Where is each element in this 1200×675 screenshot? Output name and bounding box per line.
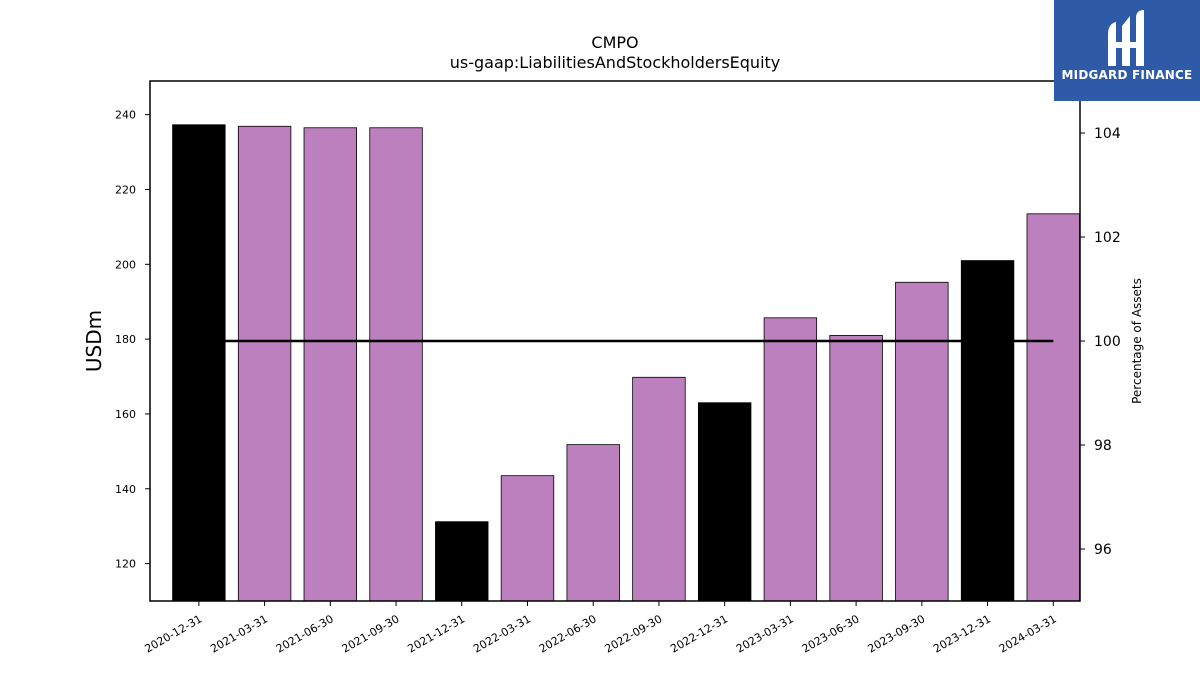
x-tick-label: 2022-09-30 xyxy=(603,612,665,655)
bar-2021-09-30 xyxy=(369,127,423,602)
x-tick-label: 2021-06-30 xyxy=(274,612,336,655)
bar-2022-03-31 xyxy=(500,475,555,602)
x-tick-label: 2024-03-31 xyxy=(997,612,1059,655)
y2-axis-label: Percentage of Assets xyxy=(1130,278,1144,404)
bar-2022-12-31 xyxy=(697,402,752,602)
midgard-finance-logo: MIDGARD FINANCE xyxy=(1054,0,1200,101)
y-tick-label: 120 xyxy=(115,558,136,571)
x-tick-label: 2022-12-31 xyxy=(668,612,730,655)
bar-2022-09-30 xyxy=(632,376,686,602)
x-tick-label: 2023-12-31 xyxy=(931,612,993,655)
x-tick-label: 2023-09-30 xyxy=(865,612,927,655)
y-tick-label: 200 xyxy=(115,258,136,271)
y2-tick-label: 100 xyxy=(1094,334,1121,350)
x-tick-label: 2022-03-31 xyxy=(471,612,533,655)
y2-tick-label: 102 xyxy=(1094,230,1121,246)
logo-mark-icon xyxy=(1108,10,1144,66)
x-tick-label: 2023-06-30 xyxy=(800,612,862,655)
x-tick-label: 2021-12-31 xyxy=(405,612,467,655)
x-tick-label: 2022-06-30 xyxy=(537,612,599,655)
bar-2023-12-31 xyxy=(960,260,1015,602)
y2-tick-label: 98 xyxy=(1094,438,1112,454)
y2-tick-label: 104 xyxy=(1094,126,1121,142)
bar-2021-06-30 xyxy=(303,127,357,602)
bar-2023-09-30 xyxy=(895,281,949,602)
chart-subtitle: us-gaap:LiabilitiesAndStockholdersEquity xyxy=(449,53,781,72)
bar-2021-12-31 xyxy=(435,521,489,602)
x-tick-label: 2020-12-31 xyxy=(142,612,204,655)
bar-2023-03-31 xyxy=(763,317,818,602)
logo-text: MIDGARD FINANCE xyxy=(1061,68,1193,82)
bar-2024-03-31 xyxy=(1026,213,1080,602)
chart-title: CMPO xyxy=(591,33,639,52)
x-tick-label: 2023-03-31 xyxy=(734,612,796,655)
y-axis-label: USDm xyxy=(82,309,106,373)
y-tick-label: 180 xyxy=(115,333,136,346)
bar-2021-03-31 xyxy=(237,125,292,602)
x-tick-label: 2021-09-30 xyxy=(340,612,402,655)
y-tick-label: 240 xyxy=(115,109,136,122)
y-tick-label: 140 xyxy=(115,483,136,496)
x-tick-label: 2021-03-31 xyxy=(208,612,270,655)
bar-2020-12-31 xyxy=(172,124,226,602)
y-tick-label: 220 xyxy=(115,183,136,196)
y-tick-label: 160 xyxy=(115,408,136,421)
bar-2023-06-30 xyxy=(829,334,883,602)
y2-tick-label: 96 xyxy=(1094,542,1112,558)
bar-2022-06-30 xyxy=(566,444,620,602)
